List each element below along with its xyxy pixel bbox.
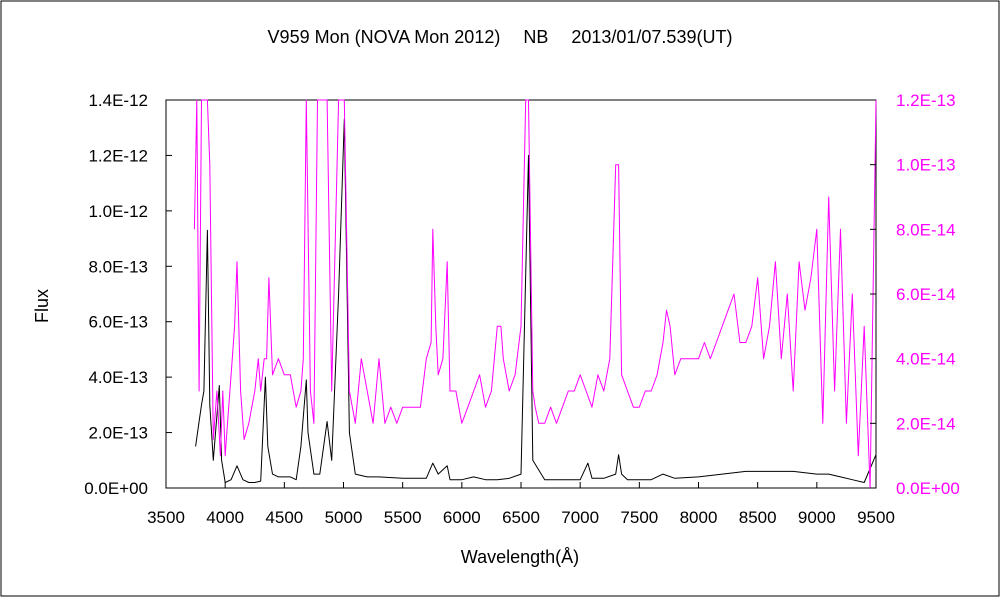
y-left-tick-label: 1.2E-12 (88, 146, 148, 165)
x-tick-label: 8500 (739, 508, 777, 527)
x-tick-label: 3500 (147, 508, 185, 527)
y-axis-label: Flux (32, 289, 52, 323)
x-tick-label: 7500 (620, 508, 658, 527)
black-spectrum-line (195, 118, 877, 483)
x-tick-label: 5000 (325, 508, 363, 527)
y-left-tick-label: 4.0E-13 (88, 368, 148, 387)
y-right-tick-label: 8.0E-14 (896, 220, 956, 239)
x-tick-label: 9500 (857, 508, 895, 527)
x-tick-label: 9000 (798, 508, 836, 527)
x-tick-label: 8000 (680, 508, 718, 527)
y-left-tick-label: 1.4E-12 (88, 91, 148, 110)
x-tick-label: 4500 (265, 508, 303, 527)
y-right-tick-label: 0.0E+00 (896, 479, 960, 498)
x-axis-label: Wavelength(Å) (461, 547, 579, 567)
x-tick-label: 5500 (384, 508, 422, 527)
plot-area: 3500 4000 4500 5000 5500 6000 6500 7000 7500 8000… (84, 91, 960, 527)
y-left-tick-label: 0.0E+00 (84, 479, 148, 498)
x-tick-label: 6500 (502, 508, 540, 527)
magenta-spectrum-line (193, 99, 877, 489)
y-right-tick-label: 1.0E-13 (896, 156, 956, 175)
y-left-tick-label: 8.0E-13 (88, 257, 148, 276)
x-tick-label: 6000 (443, 508, 481, 527)
y-left-tick-label: 1.0E-12 (88, 202, 148, 221)
y-right-tick-label: 2.0E-14 (896, 414, 956, 433)
y-right-tick-label: 6.0E-14 (896, 285, 956, 304)
x-tick-label: 4000 (206, 508, 244, 527)
x-tick-label: 7000 (561, 508, 599, 527)
chart-title: V959 Mon (NOVA Mon 2012) NB 2013/01/07.5… (268, 27, 733, 47)
y-right-tick-label: 4.0E-14 (896, 350, 956, 369)
y-left-tick-label: 2.0E-13 (88, 424, 148, 443)
y-left-tick-label: 6.0E-13 (88, 313, 148, 332)
y-right-tick-label: 1.2E-13 (896, 91, 956, 110)
